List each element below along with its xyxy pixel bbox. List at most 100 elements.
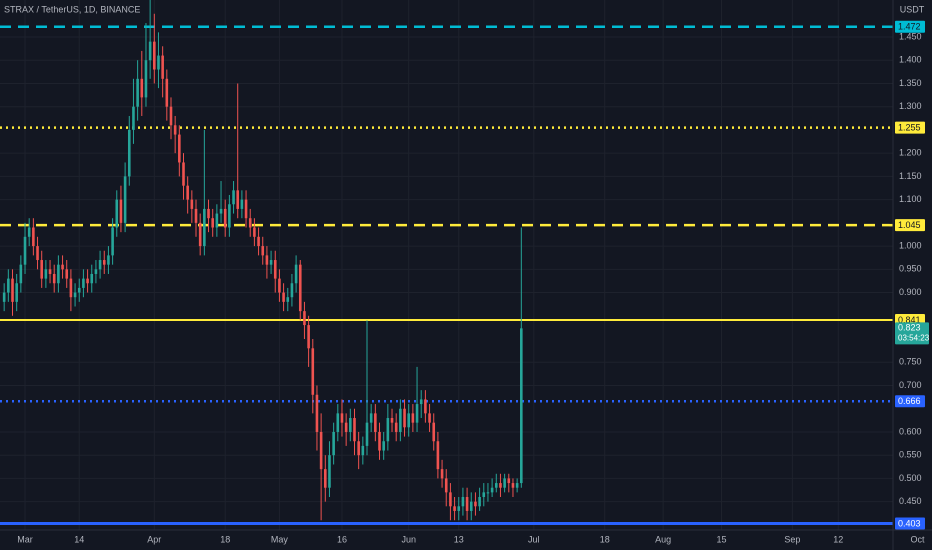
candle-body	[469, 501, 473, 511]
candle-body	[173, 125, 177, 135]
candle-body	[411, 413, 415, 423]
y-tick-label: 0.750	[899, 357, 922, 367]
candle-body	[353, 418, 356, 442]
candle-body	[215, 213, 219, 228]
x-tick-label: 14	[74, 534, 84, 544]
candle-body	[161, 55, 164, 79]
candle-body	[111, 227, 114, 256]
candle-body	[457, 506, 461, 511]
axes: 0.450 0.500 0.550 0.600 0.700 0.750 0.900 0.950…	[17, 20, 930, 544]
candle-body	[236, 190, 240, 209]
candle-body	[386, 418, 390, 442]
candle-body	[369, 413, 373, 423]
countdown: 03:54:23	[898, 333, 930, 342]
candle-body	[449, 492, 452, 507]
candle-body	[102, 260, 106, 265]
candle-body	[15, 283, 18, 302]
candle-body	[107, 255, 110, 265]
candle-body	[332, 431, 335, 456]
candle-body	[36, 246, 39, 261]
candle-body	[365, 422, 369, 446]
candle-body	[94, 269, 98, 274]
candle-body	[278, 278, 281, 293]
candle-body	[374, 413, 377, 432]
candle-body	[399, 408, 402, 432]
symbol-title[interactable]: STRAX / TetherUS, 1D, BINANCE	[4, 4, 140, 14]
candles	[2, 0, 523, 521]
candle-body	[73, 292, 77, 298]
candle-body	[157, 55, 160, 70]
level-label: 0.841	[898, 315, 921, 325]
y-tick-label: 1.350	[899, 78, 922, 88]
candle-body	[19, 264, 23, 284]
candle-body	[499, 483, 502, 488]
candle-body	[186, 185, 189, 200]
candle-body	[140, 78, 144, 98]
candle-body	[273, 260, 277, 279]
candle-body	[486, 492, 490, 494]
candle-body	[265, 255, 269, 265]
x-tick-label: 15	[716, 534, 726, 544]
last-price-label: 0.823	[898, 323, 921, 333]
candle-body	[203, 208, 206, 247]
level-label-box	[895, 121, 925, 134]
y-tick-label: 0.900	[899, 287, 922, 297]
candle-body	[178, 134, 181, 163]
y-tick-label: 1.150	[899, 171, 922, 181]
candle-body	[40, 260, 44, 279]
candle-body	[23, 236, 27, 265]
x-tick-label: Mar	[17, 534, 33, 544]
x-tick-label: 16	[337, 534, 347, 544]
y-tick-label: 1.200	[899, 148, 922, 158]
candle-body	[253, 227, 256, 237]
candle-body	[294, 264, 298, 284]
candle-body	[453, 506, 456, 511]
candle-body	[119, 199, 123, 223]
candle-body	[198, 222, 202, 247]
x-tick-label: Jul	[528, 534, 540, 544]
candle-body	[323, 469, 327, 488]
candle-body	[219, 208, 223, 214]
candle-body	[482, 492, 486, 498]
candle-body	[82, 278, 85, 288]
candle-body	[290, 283, 294, 298]
x-tick-label: 12	[833, 534, 843, 544]
candle-body	[357, 441, 360, 456]
candle-body	[378, 431, 381, 451]
candle-body	[436, 441, 440, 470]
candle-body	[153, 41, 156, 70]
candle-body	[194, 208, 198, 223]
candle-body	[86, 278, 89, 284]
candle-body	[340, 413, 344, 423]
levels	[0, 25, 893, 525]
candle-body	[32, 227, 35, 247]
candle-body	[461, 497, 465, 507]
currency: USDT	[900, 4, 925, 14]
candle-body	[465, 497, 469, 511]
candle-body	[182, 162, 185, 186]
candle-body	[520, 328, 523, 484]
candle-body	[115, 199, 119, 228]
level-label: 1.045	[898, 220, 921, 230]
level-label-box	[895, 219, 925, 232]
x-tick-label: 18	[600, 534, 610, 544]
candle-body	[65, 269, 69, 279]
candle-body	[77, 287, 81, 293]
candle-body	[57, 264, 60, 284]
level-label-box	[895, 20, 925, 33]
candle-body	[7, 278, 10, 293]
candle-body	[390, 418, 394, 423]
x-tick-label: Sep	[784, 534, 800, 544]
level-label-box	[895, 517, 925, 530]
level-label: 1.472	[898, 22, 921, 32]
candle-body	[169, 106, 173, 126]
y-tick-label: 0.700	[899, 380, 922, 390]
candle-body	[257, 236, 260, 247]
y-tick-label: 0.600	[899, 426, 922, 436]
candle-body	[298, 264, 302, 312]
candle-body	[282, 292, 285, 302]
candle-body	[223, 208, 227, 228]
candle-body	[490, 487, 494, 493]
